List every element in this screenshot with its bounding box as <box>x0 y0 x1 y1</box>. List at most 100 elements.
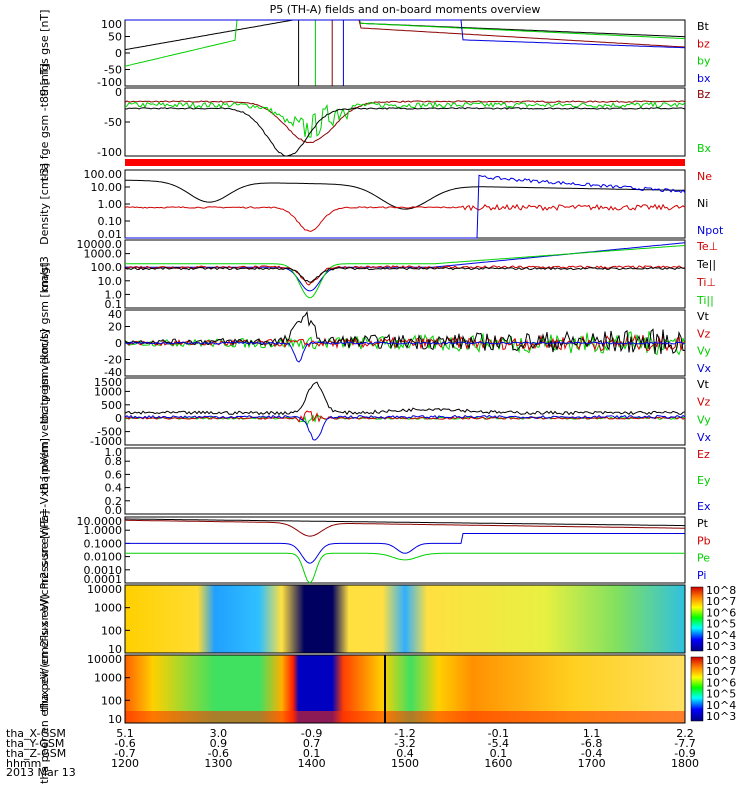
colorbar-tick-label: 10^5 <box>706 688 736 701</box>
trace-pb <box>125 519 685 537</box>
spectrogram <box>125 585 685 653</box>
y-tick-label: 500 <box>101 399 122 412</box>
y-tick-label: 10000 <box>87 583 122 596</box>
colorbar-tick-label: 10^4 <box>706 629 736 642</box>
legend-item: Pi <box>697 569 706 582</box>
x-row-value: -5.4 <box>488 737 509 750</box>
y-tick-label: 0.0 <box>105 504 123 517</box>
spectrogram-low-energy-band <box>125 711 685 723</box>
legend-item: Vy <box>697 345 711 358</box>
legend-item: Pt <box>697 517 709 530</box>
y-tick-label: 10000 <box>87 653 122 666</box>
y-tick-label: 10 <box>108 643 122 656</box>
y-tick-label: 1000.0 <box>84 248 123 261</box>
trace-vx <box>124 341 686 363</box>
trace-pe <box>125 552 685 584</box>
x-row-value: 1400 <box>298 757 326 770</box>
x-row-value: 0.1 <box>303 747 321 760</box>
panel-frame <box>124 447 686 515</box>
x-row-value: -3.2 <box>394 737 415 750</box>
panel-frame <box>124 654 686 724</box>
colorbar-tick-label: 10^5 <box>706 618 736 631</box>
y-axis-label: Pressure [nPa] <box>38 511 51 590</box>
y-axis-label: magt3 <box>38 256 51 292</box>
y-tick-label: 1000 <box>94 385 122 398</box>
y-tick-label: 0.1 <box>105 298 123 311</box>
x-row-value: -0.4 <box>581 747 602 760</box>
y-tick-label: 0.10 <box>98 215 123 228</box>
x-row-value: 1600 <box>484 757 512 770</box>
y-tick-label: -50 <box>104 64 122 77</box>
x-row-value: 2.2 <box>676 727 694 740</box>
y-tick-label: 0.8 <box>105 455 123 468</box>
x-row-value: -0.7 <box>114 747 135 760</box>
y-tick-label: 1.0 <box>105 288 123 301</box>
x-row-label: tha_X-GSM <box>6 727 66 740</box>
y-tick-label: -40 <box>104 366 122 379</box>
y-tick-label: 20 <box>108 321 122 334</box>
panel-frame <box>124 584 686 654</box>
x-row-value: -0.1 <box>488 727 509 740</box>
panel-frame <box>124 516 686 584</box>
y-tick-label: 0 <box>115 86 122 99</box>
panel-frame <box>124 169 686 239</box>
y-tick-label: 10.0 <box>98 275 123 288</box>
chart-title: P5 (TH-A) fields and on-board moments ov… <box>270 3 541 16</box>
trace-bx <box>124 101 686 138</box>
legend-item: Vt <box>697 378 710 391</box>
legend-item: Pe <box>697 552 710 565</box>
legend-item: Vx <box>697 431 712 444</box>
y-tick-label: 1500 <box>94 376 122 389</box>
x-row-value: 1800 <box>671 757 699 770</box>
legend-item: Te⊥ <box>696 240 718 253</box>
x-row-label: tha_Z-GSM <box>6 747 66 760</box>
y-tick-label: 0.6 <box>105 468 123 481</box>
trace-pt <box>125 518 685 527</box>
trace-ni <box>125 179 685 210</box>
date-label: 2013 Mar 13 <box>6 766 76 779</box>
colorbar-tick-label: 10^8 <box>706 654 736 667</box>
trace-vt <box>124 381 686 416</box>
legend-item: Bz <box>697 88 711 101</box>
x-row-value: -0.6 <box>208 747 229 760</box>
y-axis-label: tha fge gsm -t89 [nT] <box>38 63 51 181</box>
legend-item: Ex <box>697 500 711 513</box>
y-tick-label: 1000 <box>94 602 122 615</box>
y-tick-label: 0.0100 <box>84 551 123 564</box>
trace-vx <box>124 414 686 441</box>
x-row-value: 0.4 <box>396 747 414 760</box>
y-tick-label: 0.0010 <box>84 564 123 577</box>
y-tick-label: -500 <box>97 426 122 439</box>
x-row-label: tha_Y-GSM <box>6 737 64 750</box>
trace-ne <box>124 203 686 232</box>
panel-9: 10^810^710^610^510^410^310000100010010th… <box>38 526 736 712</box>
legend-item: bz <box>697 37 710 50</box>
orbit-flag-bar <box>125 159 685 166</box>
legend-item: Ey <box>697 474 711 487</box>
y-tick-label: -100 <box>97 76 122 89</box>
colorbar-tick-label: 10^6 <box>706 606 736 619</box>
trace-pi <box>125 533 685 564</box>
y-axis-label: Density [cm-3] <box>38 163 51 245</box>
y-tick-label: 1.00 <box>98 198 123 211</box>
legend-item: Ti⊥ <box>696 276 716 289</box>
y-tick-label: -100 <box>97 146 122 159</box>
y-tick-label: 0.0001 <box>84 573 123 586</box>
colorbar-tick-label: 10^4 <box>706 699 736 712</box>
x-row-value: 1.1 <box>583 727 601 740</box>
y-axis-label: tha fgs gse [nT] <box>38 10 51 97</box>
legend-item: by <box>697 55 711 68</box>
x-row-value: 1300 <box>204 757 232 770</box>
legend-item: Ne <box>697 170 712 183</box>
y-axis-label: tha peem velocity gsm [km/s] <box>38 329 51 494</box>
legend-item: Vt <box>697 310 710 323</box>
x-row-value: 3.0 <box>210 727 228 740</box>
panel-3: Ne Ni Npot 100.0010.00 1.00 0.100.01 Density [… <box>38 163 724 245</box>
y-tick-label: 50 <box>108 31 122 44</box>
colorbar-tick-label: 10^3 <box>706 710 736 723</box>
y-tick-label: 1.0 <box>105 446 123 459</box>
legend-item: Te|| <box>696 258 716 271</box>
